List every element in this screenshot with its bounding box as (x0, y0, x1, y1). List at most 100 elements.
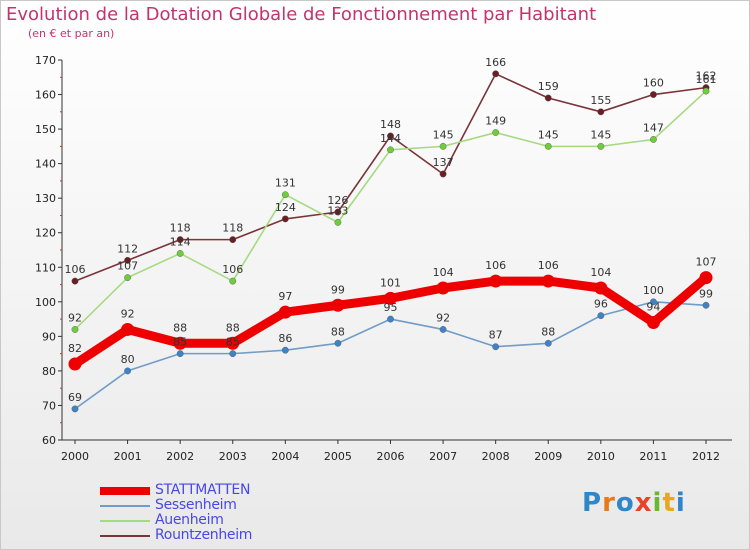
data-label: 88 (226, 321, 240, 334)
data-label: 82 (68, 342, 82, 355)
x-tick-label: 2004 (271, 450, 299, 463)
data-point (334, 218, 342, 226)
data-point (176, 236, 184, 244)
chart-subtitle: (en € et par an) (28, 27, 115, 40)
data-point (650, 91, 657, 98)
data-label: 147 (643, 121, 664, 134)
logo-letter: P (582, 488, 603, 518)
data-label: 106 (65, 263, 86, 276)
data-label: 155 (590, 94, 611, 107)
data-point (597, 142, 605, 150)
data-label: 144 (380, 132, 401, 145)
data-label: 85 (173, 336, 187, 349)
y-tick-label: 60 (42, 434, 56, 447)
data-label: 99 (331, 283, 345, 296)
y-tick-label: 90 (42, 330, 56, 343)
data-point (278, 305, 292, 319)
proxiti-logo: Proxiti (582, 488, 686, 518)
data-label: 100 (643, 284, 664, 297)
data-point (281, 215, 289, 223)
x-tick-label: 2000 (61, 450, 89, 463)
data-point (229, 236, 237, 244)
logo-letter: r (602, 488, 616, 518)
data-label: 145 (433, 128, 454, 141)
y-tick-label: 150 (35, 123, 56, 136)
data-label: 112 (117, 242, 138, 255)
data-label: 88 (173, 321, 187, 334)
data-point (646, 316, 660, 330)
data-point (699, 271, 713, 285)
legend-label: STATTMATTEN (155, 482, 251, 498)
data-label: 92 (436, 311, 450, 324)
y-tick-label: 100 (35, 296, 56, 309)
data-point (544, 142, 552, 150)
data-point (702, 301, 710, 309)
data-point (387, 315, 394, 323)
data-point (281, 191, 289, 199)
data-label: 123 (327, 204, 348, 217)
data-label: 137 (433, 156, 454, 169)
data-point (544, 94, 552, 102)
data-label: 107 (696, 256, 717, 269)
x-tick-label: 2011 (639, 450, 667, 463)
data-point (229, 350, 237, 358)
data-point (492, 70, 500, 78)
series-line-rountzenheim (74, 73, 707, 282)
y-tick-label: 170 (35, 54, 56, 67)
data-point (387, 132, 394, 140)
x-tick-label: 2001 (114, 450, 142, 463)
data-point (334, 339, 342, 347)
legend-swatch (100, 520, 150, 522)
data-label: 92 (121, 307, 135, 320)
data-label: 148 (380, 118, 401, 131)
x-tick-label: 2009 (534, 450, 562, 463)
data-point (492, 343, 500, 351)
data-point (597, 108, 605, 116)
logo-letter: x (634, 488, 653, 518)
data-point (489, 274, 503, 288)
data-point (436, 281, 450, 295)
data-label: 106 (485, 259, 506, 272)
data-point (68, 357, 82, 371)
data-label: 145 (538, 128, 559, 141)
data-label: 124 (275, 201, 296, 214)
x-tick-label: 2002 (166, 450, 194, 463)
data-labels: 82 92 88 88 97 99 101 104 106 106 104 94 107 69 80 85 85… (65, 56, 717, 404)
data-label: 88 (541, 325, 555, 338)
data-label: 88 (331, 325, 345, 338)
data-label: 80 (121, 353, 135, 366)
data-point (439, 142, 447, 150)
data-point (331, 298, 345, 312)
data-label: 96 (594, 298, 608, 311)
y-tick-label: 70 (42, 399, 56, 412)
y-tick-label: 160 (35, 89, 56, 102)
data-label: 160 (643, 77, 664, 90)
data-point (492, 129, 500, 136)
logo-letter: i (675, 488, 686, 518)
y-tick-label: 120 (35, 227, 56, 240)
data-point (544, 339, 552, 347)
data-label: 106 (222, 263, 243, 276)
data-label: 94 (646, 301, 660, 314)
data-point (702, 87, 710, 95)
data-point (226, 336, 240, 350)
y-tick-label: 130 (35, 192, 56, 205)
data-point (541, 274, 555, 288)
data-point (387, 146, 394, 154)
data-label: 118 (170, 222, 191, 235)
data-label: 166 (485, 56, 506, 69)
data-point (176, 250, 184, 257)
data-label: 118 (222, 222, 243, 235)
axes: 60 70 80 90 100 110 120 130 140 150 160 170 2000 2001… (35, 54, 732, 463)
data-label: 104 (590, 266, 611, 279)
x-tick-label: 2010 (587, 450, 615, 463)
legend-label: Rountzenheim (155, 527, 253, 543)
data-label: 107 (117, 260, 138, 273)
data-label: 106 (538, 259, 559, 272)
data-point (124, 274, 131, 282)
data-point (439, 326, 447, 333)
data-point (650, 136, 657, 143)
y-tick-label: 110 (35, 261, 56, 274)
data-point (124, 367, 131, 375)
